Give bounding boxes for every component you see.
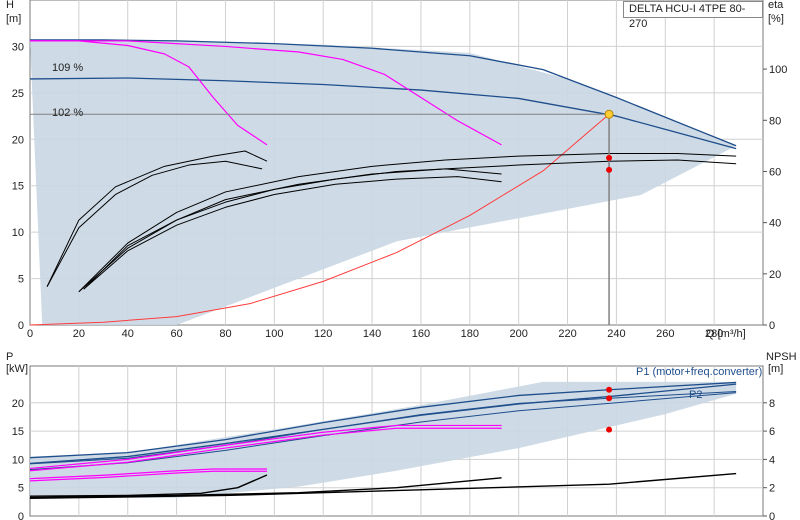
y-tick-label-right: 8 — [769, 398, 775, 410]
power-panel: 0 5 10 15 20 0 2 4 6 8 P [kW] NPSH [m] P1 (motor+… — [6, 351, 797, 520]
x-tick-label: 280 — [705, 328, 723, 340]
y-tick-label-left: 10 — [12, 227, 24, 239]
head-panel: 0 20 40 60 80 100 120 140 160 180 200 220 240 260 2800… — [6, 0, 787, 340]
legend-p1: P1 (motor+freq.converter) — [636, 366, 762, 378]
system-curve — [29, 113, 610, 326]
eta-y-unit: [%] — [768, 13, 784, 25]
y-tick-label-right: 60 — [769, 166, 781, 178]
power-envelope — [30, 381, 737, 498]
x-tick-label: 160 — [412, 328, 430, 340]
operating-envelope — [30, 39, 737, 326]
npsh-curve — [29, 477, 502, 499]
y-tick-label-left: 20 — [12, 134, 24, 146]
p1-curve — [29, 381, 737, 459]
y-tick-label-right: 40 — [769, 218, 781, 230]
speed-label-109: 109 % — [52, 62, 83, 74]
y-tick-label-right: 2 — [769, 483, 775, 495]
y-tick-label-right: 100 — [769, 64, 787, 76]
x-tick-label: 20 — [73, 328, 85, 340]
operating-marker — [606, 386, 613, 393]
legend-p2: P2 — [689, 389, 702, 401]
efficiency-curve — [46, 150, 268, 287]
x-tick-label: 0 — [27, 328, 33, 340]
x-tick-label: 180 — [461, 328, 479, 340]
head-y-unit: [m] — [6, 13, 21, 25]
head-curve — [30, 39, 737, 147]
efficiency-curve — [83, 176, 502, 290]
duty-point — [604, 109, 614, 119]
npsh-y-unit: [m] — [768, 363, 783, 375]
operating-marker — [606, 395, 613, 402]
y-tick-label-left: 10 — [12, 454, 24, 466]
y-tick-label-left: 0 — [18, 320, 24, 332]
p2-curve — [29, 392, 737, 471]
x-tick-label: 200 — [509, 328, 527, 340]
y-tick-label-left: 15 — [12, 426, 24, 438]
power-plot-frame — [29, 365, 764, 517]
limit-curve — [29, 427, 502, 472]
y-tick-label-left: 0 — [18, 511, 24, 520]
x-tick-label: 140 — [363, 328, 381, 340]
power-curves — [29, 381, 737, 500]
limit-curve — [29, 470, 268, 482]
y-tick-label-right: 6 — [769, 426, 775, 438]
x-tick-label: 60 — [170, 328, 182, 340]
x-tick-label: 260 — [656, 328, 674, 340]
npsh-curve — [29, 474, 268, 497]
power-ticks: 0 5 10 15 20 0 2 4 6 8 — [12, 398, 775, 520]
efficiency-curve — [78, 159, 737, 293]
head-ticks: 0 20 40 60 80 100 120 140 160 180 200 220 240 260 2800… — [12, 41, 788, 340]
y-tick-label-left: 25 — [12, 88, 24, 100]
x-tick-label: 80 — [219, 328, 231, 340]
y-tick-label-left: 15 — [12, 181, 24, 193]
operating-envelope — [30, 381, 737, 498]
y-tick-label-right: 0 — [769, 320, 775, 332]
p1-curve — [29, 383, 737, 465]
limit-curve — [29, 468, 268, 480]
limit-curve — [30, 40, 502, 146]
pump-model-title: DELTA HCU-I 4TPE 80-270 — [623, 1, 763, 30]
y-tick-label-right: 20 — [769, 269, 781, 281]
y-tick-label-left: 20 — [12, 398, 24, 410]
x-tick-label: 120 — [314, 328, 332, 340]
power-y-unit: [kW] — [6, 363, 28, 375]
head-y-label: H — [6, 0, 14, 11]
x-tick-label: 40 — [122, 328, 134, 340]
x-tick-label: 100 — [265, 328, 283, 340]
efficiency-curve — [78, 153, 737, 293]
npsh-y-label: NPSH — [766, 351, 797, 363]
power-y-label: P — [6, 351, 13, 363]
operating-marker — [606, 166, 613, 173]
head-curve — [29, 77, 737, 150]
operating-marker — [606, 154, 613, 161]
efficiency-curve — [46, 160, 263, 287]
x-tick-label: 240 — [607, 328, 625, 340]
y-tick-label-right: 0 — [769, 511, 775, 520]
y-tick-label-left: 30 — [12, 41, 24, 53]
limit-curve — [30, 40, 268, 146]
y-tick-label-right: 4 — [769, 454, 775, 466]
y-tick-label-right: 80 — [769, 115, 781, 127]
y-tick-label-left: 5 — [18, 483, 24, 495]
npsh-curve — [29, 472, 737, 500]
head-curves — [29, 39, 737, 326]
head-envelope — [30, 39, 737, 326]
eta-y-label: eta — [768, 0, 784, 11]
limit-curve — [29, 424, 502, 470]
y-tick-label-left: 5 — [18, 274, 24, 286]
speed-label-102: 102 % — [52, 107, 83, 119]
x-tick-label: 220 — [558, 328, 576, 340]
head-plot-frame — [29, 0, 764, 326]
operating-marker — [606, 426, 613, 433]
x-axis-label: Q [m³/h] — [706, 328, 746, 340]
